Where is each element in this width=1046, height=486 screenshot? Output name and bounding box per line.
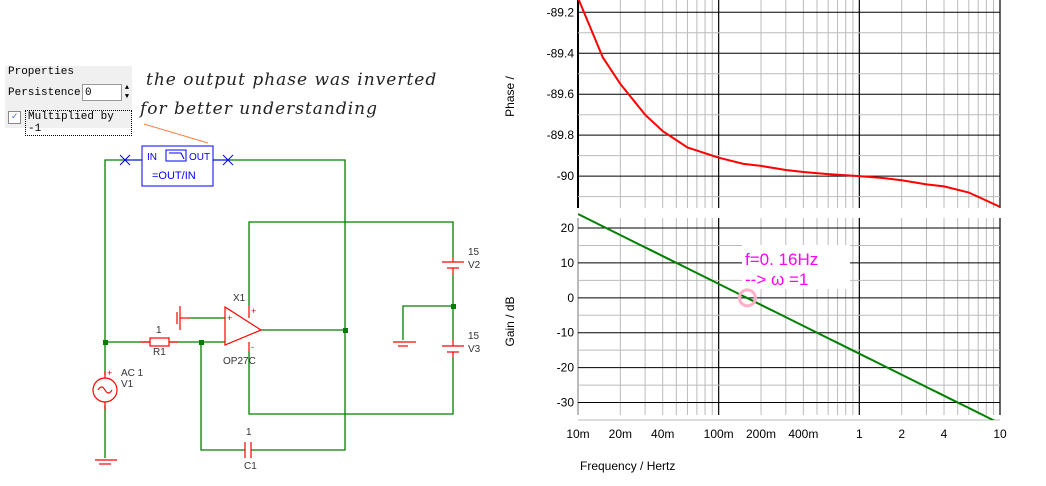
probe-formula: =OUT/IN [152, 170, 196, 182]
multiplied-label[interactable]: Multiplied by -1 [25, 110, 132, 136]
y-axis-label: Phase / [503, 75, 517, 116]
svg-text:+: + [227, 313, 232, 323]
persistence-input[interactable] [82, 84, 122, 101]
svg-text:+: + [107, 368, 112, 378]
x-tick-label: 10m [566, 427, 589, 441]
schematic: IN OUT =OUT/IN +-+-+ 1 R1 1 C1 X1 OP27C … [92, 123, 481, 472]
y-tick-label: -89.4 [547, 46, 575, 60]
x-tick-label: 4 [941, 427, 948, 441]
svg-text:-: - [228, 338, 231, 348]
annotation-text-2: --> ω =1 [745, 270, 808, 289]
v1-name: V1 [121, 379, 134, 390]
y-tick-label: -30 [557, 396, 575, 410]
v1-value: AC 1 [121, 368, 144, 379]
x-tick-label: 1 [856, 427, 863, 441]
c1-value: 1 [246, 427, 252, 438]
y-tick-label: 10 [561, 256, 575, 270]
components[interactable] [92, 257, 464, 465]
y-tick-label: -89.8 [547, 128, 575, 142]
y-tick-label: 20 [561, 221, 575, 235]
x-axis-label: Frequency / Hertz [580, 459, 675, 473]
x-tick-label: 40m [651, 427, 674, 441]
properties-panel: Properties Persistence ▲▼ ✓ Multiplied b… [5, 66, 132, 136]
v3-value: 15 [468, 331, 480, 342]
opamp-model: OP27C [223, 356, 256, 367]
r1-name: R1 [153, 347, 166, 358]
probe-out-label: OUT [189, 152, 210, 163]
y-tick-label: -10 [557, 326, 575, 340]
crossover-marker [737, 288, 757, 308]
svg-text:-: - [251, 342, 254, 352]
opamp-x1 [224, 305, 263, 346]
v3-name: V3 [468, 344, 481, 355]
annotation-line2: for better understanding [140, 99, 379, 119]
c1-name: C1 [244, 461, 257, 472]
multiplied-checkbox[interactable]: ✓ [8, 111, 21, 124]
y-tick-label: -89.2 [547, 5, 575, 19]
annotation-bg [742, 245, 850, 289]
x-tick-label: 10 [993, 427, 1007, 441]
annotation-line1: the output phase was inverted [146, 70, 438, 90]
x-tick-label: 400m [788, 427, 818, 441]
r1-value: 1 [156, 325, 162, 336]
v2-value: 15 [468, 247, 480, 258]
x-tick-label: 2 [898, 427, 905, 441]
y-axis-label: Gain / dB [503, 296, 517, 346]
probe[interactable]: IN OUT =OUT/IN [119, 145, 234, 187]
y-tick-label: -20 [557, 361, 575, 375]
y-tick-label: -89.6 [547, 87, 575, 101]
svg-text:+: + [251, 306, 256, 316]
phase-curve [578, 0, 1000, 208]
probe-in-label: IN [147, 152, 157, 163]
y-tick-label: 0 [567, 291, 574, 305]
opamp-name: X1 [233, 293, 246, 304]
annotation-pointer [143, 123, 209, 144]
persistence-spinner[interactable]: ▲ ▼ [124, 84, 130, 101]
y-tick-label: -90 [557, 169, 575, 183]
v2-name: V2 [468, 260, 481, 271]
junctions [103, 304, 456, 345]
x-tick-label: 200m [746, 427, 776, 441]
properties-title: Properties [8, 66, 75, 78]
annotation-text-1: f=0. 16Hz [745, 250, 818, 269]
x-tick-label: 100m [704, 427, 734, 441]
persistence-label: Persistence [8, 87, 81, 99]
x-tick-label: 20m [609, 427, 632, 441]
gain-curve [578, 213, 996, 420]
